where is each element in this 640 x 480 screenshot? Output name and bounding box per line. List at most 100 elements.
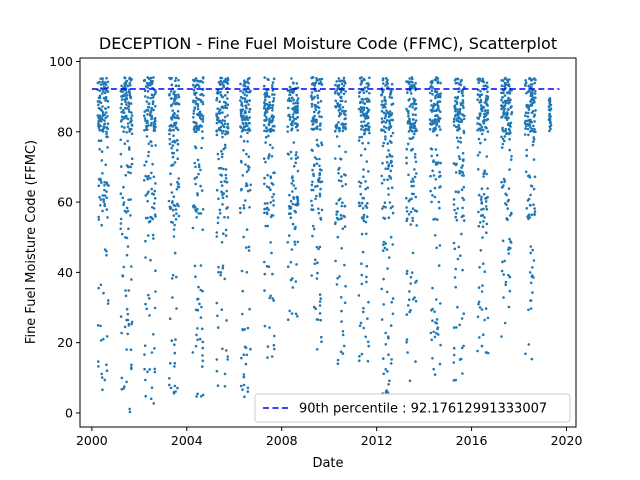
data-point [337, 179, 341, 182]
data-point [219, 180, 223, 184]
data-point [385, 155, 389, 159]
data-point [384, 167, 388, 170]
data-point [431, 86, 435, 89]
data-point [341, 333, 345, 337]
data-point [433, 109, 436, 112]
data-point [366, 85, 369, 89]
data-point [245, 170, 249, 174]
data-point [344, 126, 347, 129]
data-point [334, 259, 337, 263]
data-point [405, 147, 409, 151]
data-point [193, 86, 197, 89]
data-point [242, 353, 246, 357]
data-point [292, 102, 295, 105]
data-point [242, 149, 245, 152]
data-point [455, 218, 459, 222]
data-point [122, 130, 125, 133]
data-point [144, 119, 147, 122]
data-point [462, 219, 466, 222]
data-point [334, 105, 337, 108]
data-point [405, 156, 408, 159]
data-point [530, 97, 534, 101]
data-point [435, 108, 439, 111]
data-point [169, 183, 173, 186]
data-point [406, 120, 410, 123]
data-point [531, 266, 534, 269]
data-point [173, 223, 176, 227]
data-point [268, 119, 272, 122]
data-point [476, 98, 479, 101]
data-point [478, 93, 482, 97]
data-point [121, 95, 124, 98]
data-point [380, 287, 384, 291]
data-point [315, 77, 318, 80]
data-point [408, 117, 411, 121]
data-point [337, 77, 341, 80]
data-point [294, 101, 297, 105]
data-point [224, 101, 228, 105]
data-point [290, 128, 293, 132]
data-point [126, 318, 130, 322]
data-point [484, 109, 487, 112]
data-point [387, 126, 391, 129]
data-point [452, 203, 456, 206]
data-point [459, 141, 463, 144]
data-point [500, 98, 503, 102]
data-point [452, 120, 456, 124]
data-point [201, 228, 204, 231]
data-point [318, 81, 322, 85]
data-point [530, 94, 533, 97]
data-point [105, 253, 108, 257]
data-point [215, 121, 219, 125]
data-point [290, 120, 294, 124]
data-point [484, 205, 488, 208]
data-point [129, 348, 133, 352]
data-point [391, 312, 395, 316]
data-point [263, 101, 266, 104]
data-point [148, 113, 152, 117]
data-point [195, 210, 198, 213]
data-point [383, 246, 387, 250]
data-point [215, 369, 219, 373]
data-point [549, 103, 553, 107]
data-point [98, 96, 102, 100]
data-point [120, 115, 124, 119]
data-point [312, 122, 315, 125]
data-point [97, 139, 101, 142]
data-point [249, 347, 252, 351]
data-point [382, 205, 385, 208]
data-point [344, 284, 347, 288]
data-point [431, 93, 434, 96]
data-point [218, 108, 222, 111]
data-point [413, 132, 416, 136]
data-point [105, 190, 108, 193]
data-point [311, 76, 315, 79]
data-point [317, 178, 321, 182]
data-point [364, 335, 368, 339]
data-point [129, 102, 133, 105]
data-point [150, 106, 153, 110]
data-point [413, 175, 417, 179]
data-point [196, 113, 199, 116]
data-point [194, 182, 197, 186]
data-point [219, 271, 223, 274]
data-point [245, 271, 249, 274]
data-point [125, 103, 128, 106]
data-point [174, 94, 177, 97]
data-point [360, 282, 364, 286]
data-point [243, 100, 247, 103]
data-point [317, 144, 320, 148]
data-point [431, 357, 434, 360]
data-point [366, 110, 370, 113]
data-point [361, 250, 365, 254]
data-point [242, 206, 246, 210]
data-point [292, 196, 295, 199]
data-point [359, 192, 363, 196]
data-point [337, 93, 340, 96]
data-point [341, 129, 345, 133]
data-point [125, 94, 129, 97]
data-point [529, 204, 532, 207]
data-point [525, 207, 529, 210]
data-point [219, 90, 222, 94]
data-point [128, 83, 132, 87]
